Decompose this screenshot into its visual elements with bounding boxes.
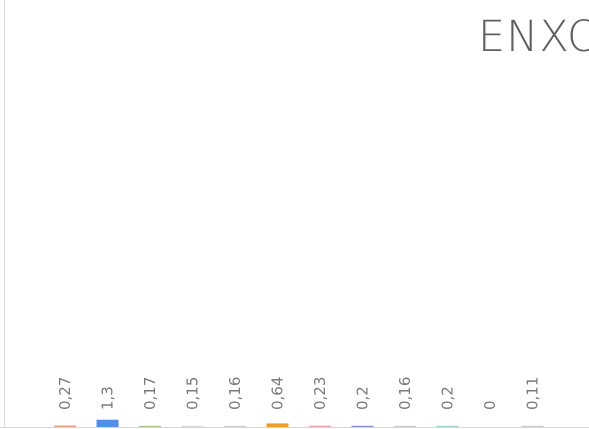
bar	[54, 425, 76, 427]
bar	[309, 425, 331, 427]
bar	[521, 425, 544, 427]
data-label: 0,11	[524, 377, 542, 410]
data-label: 0	[481, 400, 499, 410]
bar	[351, 425, 374, 427]
data-label: 0,27	[56, 377, 74, 410]
data-label: 0,2	[439, 386, 457, 410]
data-label: 0,23	[311, 377, 329, 410]
chart-title: ENXO	[478, 12, 589, 62]
data-label: 0,64	[269, 377, 287, 410]
bar	[224, 425, 246, 427]
data-label: 0,17	[141, 377, 159, 410]
bar	[436, 425, 459, 427]
data-label: 0,2	[354, 386, 372, 410]
data-label: 1,3	[99, 386, 117, 410]
data-label: 0,15	[184, 377, 202, 410]
bar	[181, 425, 204, 427]
bars-group	[54, 419, 544, 427]
data-label: 0,16	[396, 377, 414, 410]
bar	[96, 419, 119, 427]
data-labels-group: 0,27 1,3 0,17 0,15 0,16 0,64 0,23 0,2 0,16 0,2 0 0,…	[56, 377, 542, 410]
bar	[266, 423, 289, 427]
data-label: 0,16	[226, 377, 244, 410]
bar	[139, 425, 161, 427]
bar	[394, 425, 416, 427]
